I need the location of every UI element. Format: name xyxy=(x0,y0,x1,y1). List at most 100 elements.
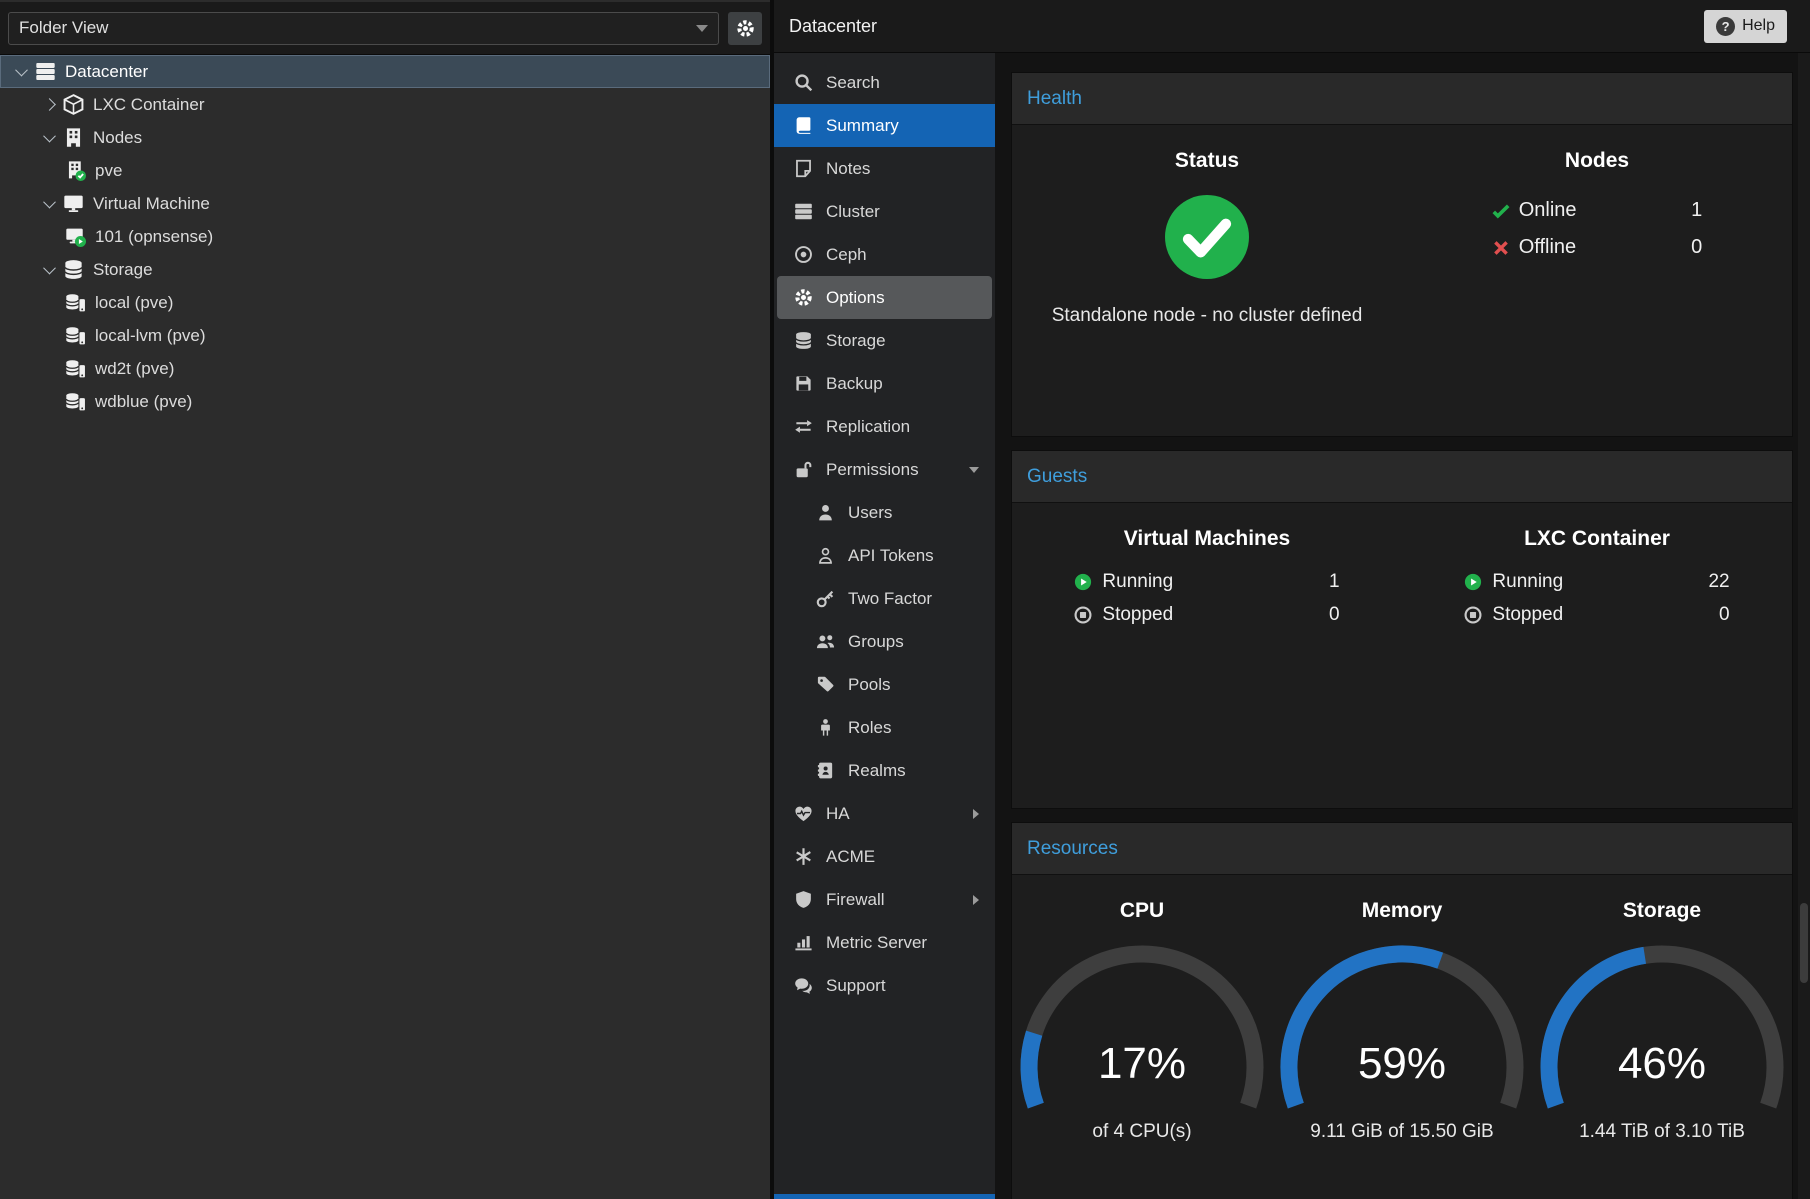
expander-icon[interactable] xyxy=(41,133,57,142)
menu-item-two-factor[interactable]: Two Factor xyxy=(774,577,995,620)
vertical-scrollbar[interactable] xyxy=(1798,53,1810,1199)
tree-item-datacenter[interactable]: Datacenter xyxy=(0,55,770,88)
replication-arrows-icon xyxy=(794,417,813,436)
menu-item-roles[interactable]: Roles xyxy=(774,706,995,749)
storage-gauge-title: Storage xyxy=(1532,899,1792,923)
status-ok-icon xyxy=(1165,195,1249,279)
nodes-column-title: Nodes xyxy=(1402,149,1792,173)
chevron-right-icon xyxy=(973,809,979,819)
menu-item-label: Storage xyxy=(826,331,886,351)
menu-item-label: Search xyxy=(826,73,880,93)
menu-item-backup[interactable]: Backup xyxy=(774,362,995,405)
tree-item-nodes[interactable]: Nodes xyxy=(0,121,770,154)
user-icon xyxy=(816,503,835,522)
menu-item-notes[interactable]: Notes xyxy=(774,147,995,190)
menu-item-label: Realms xyxy=(848,761,906,781)
memory-gauge-value: 59% xyxy=(1272,1039,1532,1089)
tree-item-node-pve[interactable]: pve xyxy=(0,154,770,187)
scrollbar-thumb[interactable] xyxy=(1800,903,1808,983)
menu-item-options[interactable]: Options xyxy=(777,276,992,319)
resources-panel-header: Resources xyxy=(1012,823,1792,875)
menu-item-replication[interactable]: Replication xyxy=(774,405,995,448)
menu-item-label: Summary xyxy=(826,116,899,136)
search-icon xyxy=(794,73,813,92)
bar-chart-icon xyxy=(794,933,813,952)
tree-item-storage-local-lvm[interactable]: local-lvm (pve) xyxy=(0,319,770,352)
storage-gauge-column: Storage 46% 1.44 TiB of 3.10 TiB xyxy=(1532,875,1792,1199)
storage-drive-icon xyxy=(65,325,86,346)
tree-item-storage-local[interactable]: local (pve) xyxy=(0,286,770,319)
help-button[interactable]: ? Help xyxy=(1704,10,1787,43)
status-column-title: Status xyxy=(1012,149,1402,173)
memory-gauge: 59% xyxy=(1272,937,1532,1115)
users-group-icon xyxy=(816,632,835,651)
menu-item-label: HA xyxy=(826,804,850,824)
menu-item-label: Permissions xyxy=(826,460,919,480)
menu-item-label: Options xyxy=(826,288,885,308)
vm-stopped-label: Stopped xyxy=(1102,604,1173,626)
acme-icon xyxy=(794,847,813,866)
vm-running-value: 1 xyxy=(1329,571,1340,593)
summary-content: Health Status Standalone node - no clust… xyxy=(995,53,1798,1199)
vm-running-icon xyxy=(65,226,86,247)
menu-item-label: Cluster xyxy=(826,202,880,222)
tree-item-vm-101[interactable]: 101 (opnsense) xyxy=(0,220,770,253)
menu-item-pools[interactable]: Pools xyxy=(774,663,995,706)
chevron-down-icon xyxy=(696,25,708,32)
menu-item-search[interactable]: Search xyxy=(774,61,995,104)
heartbeat-icon xyxy=(794,804,813,823)
tree-item-storage-wd2t[interactable]: wd2t (pve) xyxy=(0,352,770,385)
menu-item-support[interactable]: Support xyxy=(774,964,995,1007)
check-icon xyxy=(1492,202,1510,220)
expander-icon[interactable] xyxy=(41,199,57,208)
menu-item-label: Roles xyxy=(848,718,891,738)
online-value: 1 xyxy=(1691,199,1702,222)
tag-icon xyxy=(816,675,835,694)
stopped-icon xyxy=(1464,606,1482,624)
expander-icon[interactable] xyxy=(13,67,29,76)
menu-item-ceph[interactable]: Ceph xyxy=(774,233,995,276)
guests-panel: Guests Virtual Machines Running 1 xyxy=(1011,450,1793,809)
person-icon xyxy=(816,718,835,737)
storage-drive-icon xyxy=(65,391,86,412)
menu-item-api-tokens[interactable]: API Tokens xyxy=(774,534,995,577)
note-icon xyxy=(794,159,813,178)
expander-icon[interactable] xyxy=(41,265,57,274)
guests-panel-header: Guests xyxy=(1012,451,1792,503)
datacenter-menu: Search Summary Notes Cluster Ceph xyxy=(774,53,995,1199)
vm-stopped-row: Stopped 0 xyxy=(1074,604,1339,626)
node-online-icon xyxy=(65,160,86,181)
status-message: Standalone node - no cluster defined xyxy=(1012,305,1402,327)
menu-item-realms[interactable]: Realms xyxy=(774,749,995,792)
gear-icon xyxy=(736,19,755,38)
monitor-icon xyxy=(63,193,84,214)
cpu-gauge-detail: of 4 CPU(s) xyxy=(1012,1121,1272,1143)
expander-icon[interactable] xyxy=(41,100,57,109)
menu-item-metric-server[interactable]: Metric Server xyxy=(774,921,995,964)
menu-item-ha[interactable]: HA xyxy=(774,792,995,835)
guests-vm-column: Virtual Machines Running 1 Stopped xyxy=(1012,503,1402,808)
guests-lxc-column: LXC Container Running 22 Stopped xyxy=(1402,503,1792,808)
menu-item-storage[interactable]: Storage xyxy=(774,319,995,362)
view-mode-select[interactable]: Folder View xyxy=(8,12,719,45)
lxc-running-row: Running 22 xyxy=(1464,571,1729,593)
nodes-offline-row: Offline 0 xyxy=(1492,236,1703,259)
menu-item-acme[interactable]: ACME xyxy=(774,835,995,878)
tree-item-virtual-machine[interactable]: Virtual Machine xyxy=(0,187,770,220)
tree-item-label: local (pve) xyxy=(95,293,173,313)
tree-item-storage[interactable]: Storage xyxy=(0,253,770,286)
tree-item-storage-wdblue[interactable]: wdblue (pve) xyxy=(0,385,770,418)
menu-item-label: Backup xyxy=(826,374,883,394)
user-outline-icon xyxy=(816,546,835,565)
tree-settings-button[interactable] xyxy=(728,12,762,45)
vm-running-row: Running 1 xyxy=(1074,571,1339,593)
tree-item-lxc-container[interactable]: LXC Container xyxy=(0,88,770,121)
menu-item-summary[interactable]: Summary xyxy=(774,104,995,147)
menu-item-firewall[interactable]: Firewall xyxy=(774,878,995,921)
cpu-gauge: 17% xyxy=(1012,937,1272,1115)
menu-item-permissions[interactable]: Permissions xyxy=(774,448,995,491)
server-icon xyxy=(794,202,813,221)
menu-item-users[interactable]: Users xyxy=(774,491,995,534)
menu-item-cluster[interactable]: Cluster xyxy=(774,190,995,233)
menu-item-groups[interactable]: Groups xyxy=(774,620,995,663)
